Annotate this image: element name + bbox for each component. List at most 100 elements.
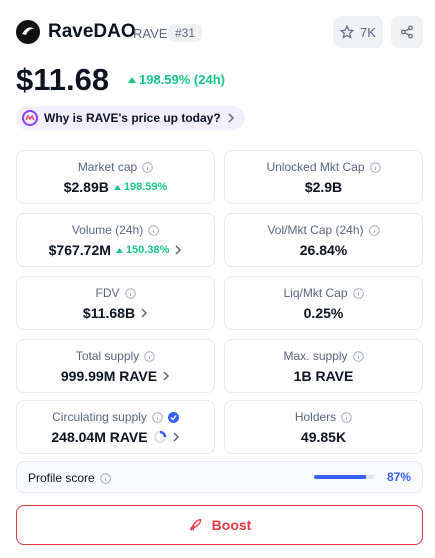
info-icon — [124, 287, 136, 299]
ai-icon — [22, 110, 38, 126]
chevron — [173, 432, 179, 442]
stat-label-row: Holders — [225, 410, 422, 424]
info-icon — [352, 287, 364, 299]
watchlist-count: 7K — [360, 24, 376, 40]
info-icon — [148, 224, 159, 236]
stat-change: 198.59% — [113, 181, 168, 193]
profile-score-label-row: Profile score — [28, 471, 111, 485]
stat-value-row: $11.68B — [17, 305, 214, 321]
stat-label-row: Unlocked Mkt Cap — [225, 160, 422, 174]
price-change-text: 198.59% (24h) — [139, 72, 225, 87]
up-arrow — [113, 184, 121, 190]
score-track — [314, 475, 374, 479]
stat-label-row: Max. supply — [225, 349, 422, 363]
stat-value: 26.84% — [299, 242, 348, 258]
stat-change-text: 198.59% — [123, 181, 168, 193]
stat-label-row: Vol/Mkt Cap (24h) — [225, 223, 422, 237]
info-icon — [352, 350, 364, 362]
profile-score-label: Profile score — [28, 471, 95, 485]
stat-card: Market cap $2.89B 198.59% — [16, 150, 215, 204]
stat-label: Circulating supply — [52, 410, 147, 424]
chevron — [228, 113, 234, 123]
stat-label: FDV — [95, 286, 120, 300]
stat-value-row: 248.04M RAVE — [17, 429, 214, 445]
up-arrow — [128, 76, 136, 83]
share-button[interactable] — [391, 16, 423, 48]
star-icon — [340, 25, 355, 39]
stat-value: $2.89B — [63, 179, 109, 195]
watchlist-button[interactable]: 7K — [333, 16, 383, 48]
stat-value: 248.04M RAVE — [51, 429, 148, 445]
stat-card: Max. supply 1B RAVE — [224, 339, 423, 393]
stat-value: $767.72M — [48, 242, 111, 258]
info-icon — [369, 161, 381, 173]
why-link-text: Why is RAVE's price up today? — [44, 111, 221, 125]
stat-label-row: Circulating supply — [17, 410, 214, 424]
coin-logo — [16, 20, 40, 44]
stat-value-row: 0.25% — [225, 305, 422, 321]
supply-donut — [153, 430, 166, 444]
price-change: 198.59% (24h) — [128, 72, 225, 87]
stat-value: $2.9B — [304, 179, 343, 195]
stat-label-row: Volume (24h) — [17, 223, 214, 237]
stat-value: 999.99M RAVE — [60, 368, 158, 384]
chevron — [175, 245, 182, 255]
stat-value: 1B RAVE — [293, 368, 354, 384]
info-icon — [99, 472, 111, 484]
stat-card: Total supply 999.99M RAVE — [16, 339, 215, 393]
stat-value-row: $2.9B — [225, 179, 422, 195]
stat-change: 150.38% — [115, 244, 170, 256]
stat-value-row: 999.99M RAVE — [17, 368, 214, 384]
boost-button[interactable]: Boost — [16, 505, 423, 545]
profile-score-card: Profile score 87% — [16, 461, 423, 493]
coin-name: RaveDAO — [48, 21, 136, 42]
stat-label: Holders — [294, 410, 337, 424]
stat-card: Vol/Mkt Cap (24h) 26.84% — [224, 213, 423, 267]
stat-card: Circulating supply 248.04M RAVE — [16, 400, 215, 454]
rank-badge: #31 — [168, 24, 203, 42]
stat-label-row: FDV — [17, 286, 214, 300]
info-icon — [368, 224, 380, 236]
stat-value-row: 26.84% — [225, 242, 422, 258]
info-icon — [341, 411, 352, 423]
stat-label: Unlocked Mkt Cap — [266, 160, 365, 174]
coin-symbol: RAVE — [133, 26, 168, 41]
stat-label: Total supply — [75, 349, 140, 363]
up-arrow — [115, 247, 123, 253]
stat-value: $11.68B — [82, 305, 136, 321]
why-link[interactable]: Why is RAVE's price up today? — [16, 106, 245, 130]
info-icon — [152, 411, 163, 423]
stat-card: Volume (24h) $767.72M 150.38% — [16, 213, 215, 267]
rocket-icon — [189, 518, 201, 531]
profile-score-value: 87% — [386, 470, 411, 484]
boost-label: Boost — [211, 517, 252, 533]
stat-change-text: 150.38% — [125, 244, 170, 256]
chevron — [163, 371, 170, 381]
stat-value: 0.25% — [303, 305, 344, 321]
score-bar — [314, 475, 367, 479]
stat-label: Vol/Mkt Cap (24h) — [267, 223, 364, 237]
stat-label: Market cap — [77, 160, 138, 174]
share-icon — [401, 25, 413, 39]
chevron — [141, 308, 148, 318]
stat-card: FDV $11.68B — [16, 276, 215, 330]
verified-badge — [167, 411, 179, 423]
stat-card: Liq/Mkt Cap 0.25% — [224, 276, 423, 330]
stat-label: Max. supply — [283, 349, 348, 363]
stat-label: Liq/Mkt Cap — [283, 286, 348, 300]
stat-label-row: Total supply — [17, 349, 214, 363]
info-icon — [142, 161, 153, 173]
stat-value-row: 49.85K — [225, 429, 422, 445]
info-icon — [144, 350, 155, 362]
stat-card: Holders 49.85K — [224, 400, 423, 454]
stat-value-row: $767.72M 150.38% — [17, 242, 214, 258]
stat-label-row: Liq/Mkt Cap — [225, 286, 422, 300]
stat-label-row: Market cap — [17, 160, 214, 174]
stat-value-row: 1B RAVE — [225, 368, 422, 384]
stat-label: Volume (24h) — [71, 223, 144, 237]
stat-value: 49.85K — [300, 429, 347, 445]
stat-value-row: $2.89B 198.59% — [17, 179, 214, 195]
stat-card: Unlocked Mkt Cap $2.9B — [224, 150, 423, 204]
price: $11.68 — [16, 62, 110, 97]
